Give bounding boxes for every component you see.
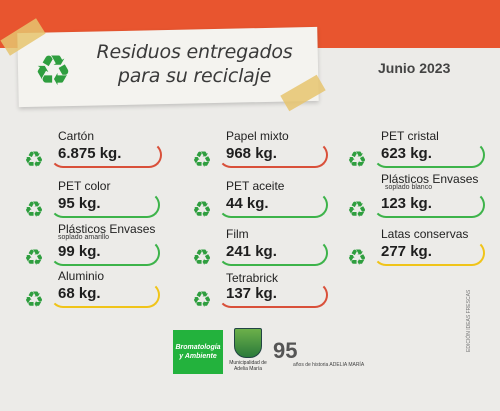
page-title: Residuos entregados para su reciclaje bbox=[82, 40, 307, 88]
recycle-icon: ♻ bbox=[190, 246, 214, 270]
recycle-icon: ♻ bbox=[190, 198, 214, 222]
recycle-icon: ♻ bbox=[345, 148, 369, 172]
recycle-icon: ♻ bbox=[345, 246, 369, 270]
item-label: Cartón bbox=[58, 129, 94, 143]
recycle-icon: ♻ bbox=[30, 48, 76, 94]
item-label: PET color bbox=[58, 179, 110, 193]
anniversary-caption: años de historia ADELIA MARÍA bbox=[293, 362, 364, 368]
recycle-icon: ♻ bbox=[22, 198, 46, 222]
recycle-icon: ♻ bbox=[345, 198, 369, 222]
bromatologia-logo-text: Bromatología y Ambiente bbox=[175, 343, 221, 361]
item-value: 277 kg. bbox=[381, 243, 432, 260]
credit-text: EDICIÓN IDEAS FRESCAS bbox=[466, 290, 472, 352]
recycle-icon: ♻ bbox=[190, 148, 214, 172]
municipality-logo: Municipalidad de Adelia María bbox=[229, 328, 267, 376]
item-sublabel: soplado blanco bbox=[385, 184, 432, 191]
recycle-icon: ♻ bbox=[22, 288, 46, 312]
item-value: 95 kg. bbox=[58, 195, 101, 212]
item-value: 123 kg. bbox=[381, 195, 432, 212]
item-value: 968 kg. bbox=[226, 145, 277, 162]
item-value: 68 kg. bbox=[58, 285, 101, 302]
recycle-icon: ♻ bbox=[22, 246, 46, 270]
municipality-caption: Municipalidad de Adelia María bbox=[229, 360, 267, 372]
item-label: PET aceite bbox=[226, 179, 284, 193]
recycle-icon: ♻ bbox=[190, 288, 214, 312]
item-label: Aluminio bbox=[58, 269, 104, 283]
item-label: Papel mixto bbox=[226, 129, 289, 143]
bromatologia-logo: Bromatología y Ambiente bbox=[173, 330, 223, 374]
item-value: 241 kg. bbox=[226, 243, 277, 260]
item-value: 6.875 kg. bbox=[58, 145, 121, 162]
item-value: 44 kg. bbox=[226, 195, 269, 212]
recycle-icon: ♻ bbox=[22, 148, 46, 172]
title-line-2: para su reciclaje bbox=[82, 64, 307, 88]
item-label: Latas conservas bbox=[381, 227, 468, 241]
item-value: 137 kg. bbox=[226, 285, 277, 302]
item-label: PET cristal bbox=[381, 129, 439, 143]
title-line-1: Residuos entregados bbox=[82, 40, 307, 64]
month-label: Junio 2023 bbox=[378, 60, 450, 76]
item-value: 99 kg. bbox=[58, 243, 101, 260]
shield-icon bbox=[234, 328, 262, 358]
item-label: Film bbox=[226, 227, 249, 241]
anniversary-number: 95 bbox=[273, 338, 297, 364]
item-value: 623 kg. bbox=[381, 145, 432, 162]
anniversary-logo: 95 años de historia ADELIA MARÍA bbox=[273, 338, 333, 372]
